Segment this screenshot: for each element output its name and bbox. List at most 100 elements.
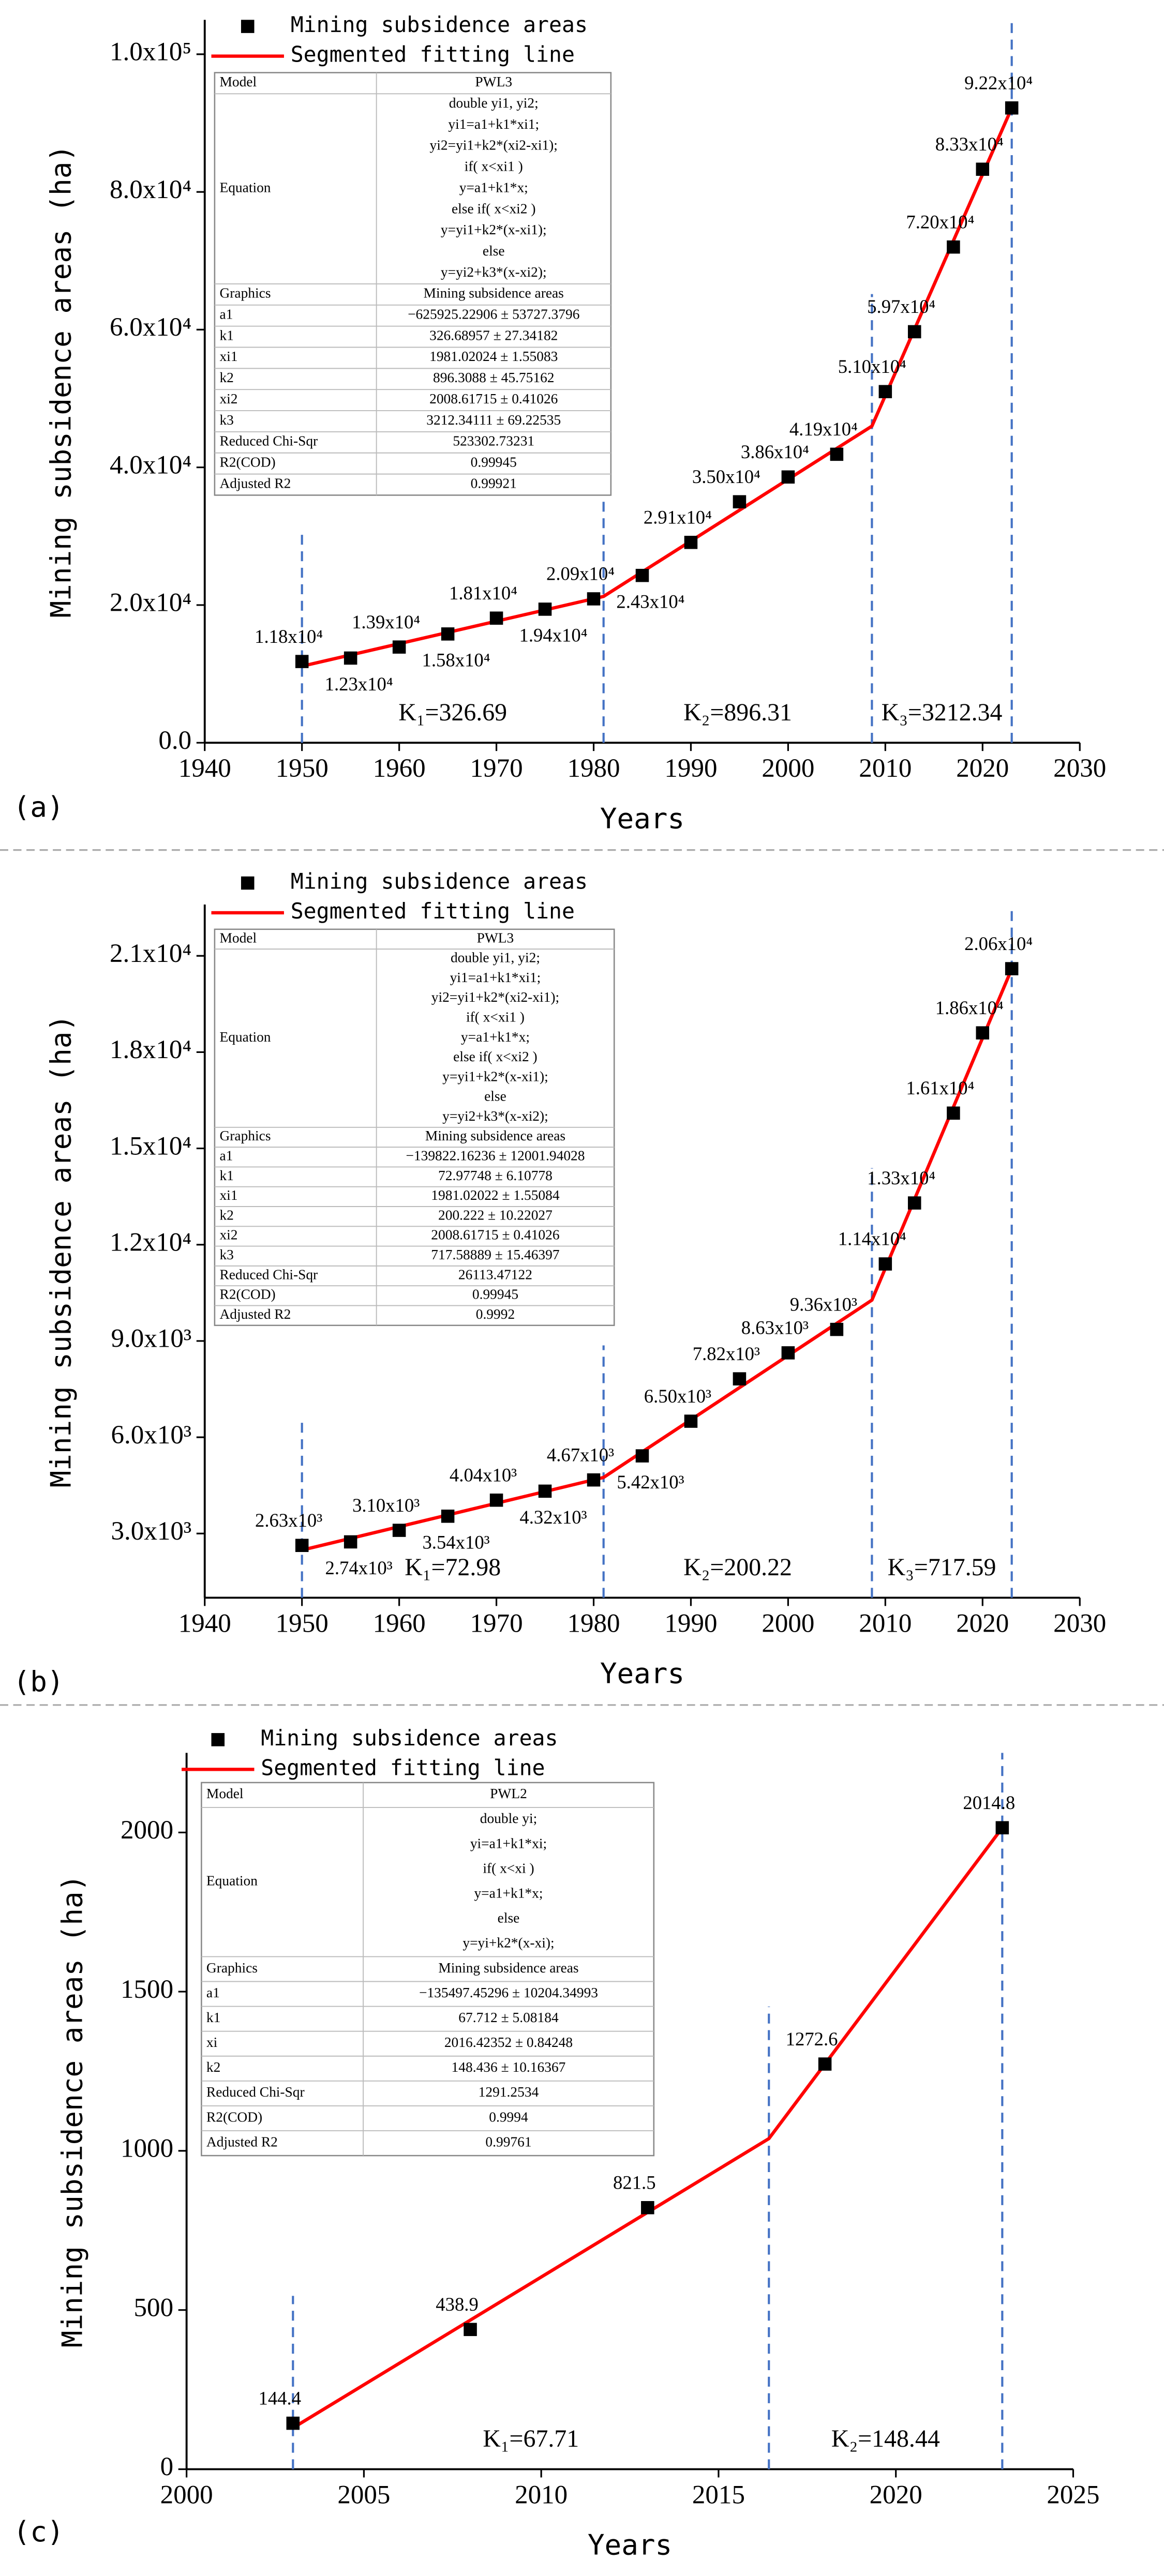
marker — [684, 536, 698, 549]
table-value: else if( x<xi2 ) — [452, 201, 536, 216]
table-value: −135497.45296 ± 10204.34993 — [419, 1985, 598, 2000]
data-label: 1.94x10⁴ — [519, 625, 587, 646]
data-label: 9.36x10³ — [790, 1293, 857, 1315]
data-label: 9.22x10⁴ — [964, 72, 1033, 93]
table-value: y=yi2+k3*(x-xi2); — [442, 1108, 548, 1124]
table-value: 0.9994 — [489, 2109, 528, 2125]
marker — [781, 470, 795, 484]
table-value: 0.99921 — [471, 475, 517, 491]
table-value: −139822.16236 ± 12001.94028 — [406, 1148, 585, 1164]
table-key: Equation — [206, 1873, 258, 1888]
slope-annotation: K₁=72.98 — [405, 1554, 501, 1581]
data-label: 1.81x10⁴ — [449, 582, 517, 604]
table-value: 326.68957 ± 27.34182 — [429, 327, 558, 343]
y-tick-label: 2.1x10⁴ — [110, 939, 191, 968]
table-value: −625925.22906 ± 53727.3796 — [408, 307, 579, 322]
y-axis-title: Mining subsidence areas (ha) — [44, 1015, 77, 1488]
marker — [587, 592, 601, 606]
data-label: 1.14x10⁴ — [838, 1228, 906, 1249]
data-label: 4.32x10³ — [519, 1507, 587, 1528]
marker — [489, 611, 503, 625]
x-tick-label: 1940 — [178, 754, 231, 783]
marker — [635, 1449, 649, 1463]
data-label: 5.42x10³ — [617, 1471, 684, 1493]
data-label: 4.67x10³ — [547, 1444, 614, 1465]
data-label: 2.63x10³ — [255, 1510, 322, 1531]
fit-table — [201, 1782, 655, 2157]
y-tick-label: 6.0x10³ — [111, 1420, 192, 1450]
table-value: PWL2 — [490, 1786, 527, 1801]
table-key: Graphics — [219, 1128, 271, 1143]
x-tick-label: 2020 — [956, 1608, 1009, 1638]
table-value: Mining subsidence areas — [438, 1960, 578, 1976]
y-tick-label: 1.5x10⁴ — [110, 1131, 191, 1161]
table-value: else — [483, 243, 505, 259]
marker — [344, 1535, 357, 1549]
table-value: 1981.02022 ± 1.55084 — [431, 1187, 560, 1203]
table-value: y=yi1+k2*(x-xi1); — [442, 1068, 548, 1084]
slope-annotation: K₂=200.22 — [683, 1554, 792, 1581]
data-label: 1272.6 — [786, 2028, 838, 2050]
marker — [830, 1322, 844, 1336]
table-value: y=a1+k1*x; — [474, 1886, 543, 1901]
x-tick-label: 2030 — [1053, 754, 1106, 783]
panel-label: (c) — [13, 2515, 64, 2548]
table-key: a1 — [219, 307, 233, 322]
table-value: 2016.42352 ± 0.84248 — [444, 2035, 573, 2050]
table-key: Adjusted R2 — [219, 475, 291, 491]
data-label: 6.50x10³ — [644, 1385, 711, 1407]
x-axis-title: Years — [588, 2529, 672, 2562]
marker — [818, 2057, 832, 2071]
legend-marker — [211, 1733, 225, 1746]
marker — [878, 385, 892, 398]
slope-annotation: K₂=896.31 — [683, 699, 792, 726]
table-value: 896.3088 ± 45.75162 — [433, 370, 555, 385]
table-key: xi2 — [219, 1227, 237, 1243]
slope-annotation: K₃=717.59 — [888, 1554, 996, 1581]
table-value: double yi1, yi2; — [449, 95, 539, 111]
x-tick-label: 1970 — [470, 754, 523, 783]
data-label: 3.86x10⁴ — [741, 441, 809, 462]
table-value: 0.99945 — [471, 454, 517, 470]
table-value: Mining subsidence areas — [425, 1128, 565, 1143]
marker — [344, 651, 357, 665]
y-tick-label: 1.8x10⁴ — [110, 1035, 191, 1064]
y-tick-label: 1500 — [121, 1975, 173, 2004]
data-label: 3.50x10⁴ — [692, 466, 760, 487]
legend-label: Segmented fitting line — [261, 1755, 545, 1780]
x-axis-title: Years — [600, 802, 684, 835]
x-tick-label: 1940 — [178, 1608, 231, 1638]
table-key: k3 — [219, 412, 233, 428]
table-key: Graphics — [219, 285, 271, 301]
table-value: 26113.47122 — [458, 1267, 532, 1282]
table-key: Graphics — [206, 1960, 258, 1976]
table-key: k1 — [206, 2010, 220, 2025]
table-key: a1 — [206, 1985, 220, 2000]
legend-label: Mining subsidence areas — [261, 1725, 558, 1751]
table-key: Reduced Chi-Sqr — [206, 2084, 305, 2100]
table-value: 523302.73231 — [453, 433, 534, 449]
data-label: 3.54x10³ — [422, 1531, 489, 1553]
table-value: 67.712 ± 5.08184 — [458, 2010, 559, 2025]
table-value: 1981.02024 ± 1.55083 — [429, 349, 558, 364]
table-value: PWL3 — [475, 74, 512, 89]
marker — [995, 1821, 1009, 1834]
data-label: 2.43x10⁴ — [616, 591, 684, 612]
x-tick-label: 2010 — [859, 1608, 912, 1638]
x-tick-label: 1990 — [664, 754, 717, 783]
table-value: y=yi2+k3*(x-xi2); — [441, 264, 547, 280]
marker — [830, 447, 844, 461]
marker — [441, 627, 455, 641]
marker — [441, 1509, 455, 1523]
marker — [635, 568, 649, 582]
table-value: else — [498, 1910, 520, 1926]
table-key: Model — [219, 74, 257, 89]
marker — [733, 495, 747, 509]
marker — [976, 1026, 990, 1040]
data-label: 1.33x10⁴ — [867, 1167, 935, 1188]
table-value: 0.99761 — [485, 2134, 531, 2149]
table-key: Equation — [219, 1029, 271, 1045]
data-label: 2.06x10⁴ — [964, 933, 1033, 954]
table-value: if( x<xi1 ) — [465, 159, 523, 174]
data-label: 3.10x10³ — [352, 1495, 420, 1516]
